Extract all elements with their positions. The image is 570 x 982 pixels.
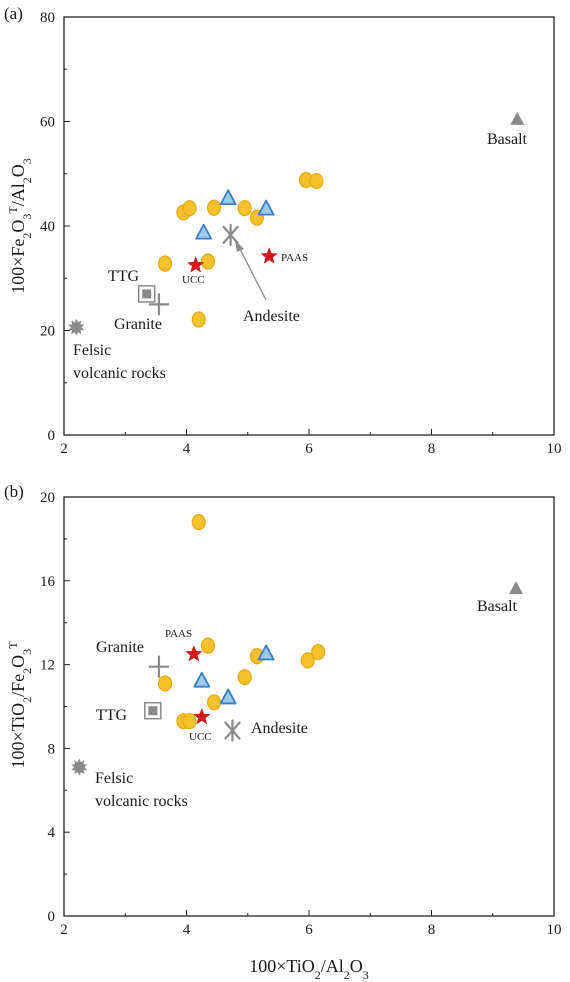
y-tick-label: 0 — [48, 909, 56, 925]
sample-triangle-point — [219, 189, 237, 206]
y-tick-label: 12 — [40, 658, 55, 674]
panel-a-y-axis-title: 100×Fe2O3T/Al2O3 — [6, 158, 34, 294]
panel-b-ttg-label: TTG — [96, 707, 128, 724]
sample-circle-point — [182, 713, 197, 730]
paas-star-marker — [185, 645, 203, 662]
x-tick-label: 10 — [547, 441, 562, 457]
sample-circle-point — [309, 172, 324, 190]
ucc-star-marker — [187, 256, 205, 273]
x-tick-label: 8 — [428, 922, 436, 938]
y-tick-label: 20 — [40, 324, 55, 340]
sample-circle-point — [237, 200, 252, 217]
sample-circle-point — [200, 253, 216, 270]
granite-plus-marker — [148, 293, 169, 316]
sample-circle-point — [206, 199, 222, 216]
panel-b-plot-frame — [63, 496, 555, 917]
y-tick-label: 40 — [40, 219, 55, 235]
x-tick-label: 10 — [547, 922, 562, 938]
paas-star-marker — [260, 247, 278, 264]
panel-b-felsic-label-line2: volcanic rocks — [95, 793, 188, 810]
felsic-burst-marker — [68, 318, 85, 336]
sample-triangle-point — [193, 671, 211, 688]
y-tick-label: 4 — [48, 825, 56, 841]
panel-a-data-points — [68, 111, 525, 336]
panel-a-felsic-label-line1: Felsic — [73, 342, 111, 359]
panel-a-ucc-label: UCC — [182, 274, 205, 286]
y-tick-label: 16 — [40, 574, 56, 590]
basalt-triangle-marker — [509, 581, 524, 595]
panel-a-basalt-label: Basalt — [487, 131, 528, 148]
panel-b: (b) 2 4 6 8 10 0 4 8 12 16 20 100×TiO2/Fe2O3T 100×… — [4, 482, 562, 982]
felsic-burst-marker — [71, 758, 88, 776]
panel-b-felsic-label-line1: Felsic — [95, 770, 133, 787]
panel-b-ucc-label: UCC — [189, 731, 212, 743]
sample-circle-point — [300, 652, 315, 669]
panel-a: (a) 2 4 6 8 10 0 20 40 60 80 100×Fe2O3T/Al2O3 Bas… — [4, 4, 562, 457]
x-tick-label: 2 — [60, 922, 68, 938]
panel-a-ttg-label: TTG — [108, 268, 140, 285]
panel-a-felsic-label-line2: volcanic rocks — [73, 365, 166, 382]
ucc-star-marker — [193, 707, 211, 725]
panel-a-andesite-arrow — [239, 248, 267, 301]
sample-circle-point — [206, 694, 222, 711]
y-tick-label: 60 — [40, 115, 55, 131]
ttg-square-inner-marker — [148, 706, 158, 716]
panel-b-andesite-label: Andesite — [251, 720, 308, 737]
panel-b-ticks — [63, 496, 555, 917]
sample-circle-point — [182, 200, 197, 217]
sample-circle-point — [237, 669, 252, 686]
panel-a-paas-label: PAAS — [281, 252, 308, 264]
basalt-triangle-marker — [510, 111, 525, 125]
panel-b-paas-label: PAAS — [165, 628, 192, 640]
panel-b-x-axis-title: 100×TiO2/Al2O3 — [249, 956, 369, 982]
sample-circle-point — [191, 311, 206, 328]
sample-circle-point — [311, 643, 326, 661]
panel-a-ticks — [63, 16, 555, 436]
sample-circle-point — [157, 675, 173, 692]
panel-b-data-points — [71, 514, 524, 776]
x-tick-label: 4 — [183, 441, 191, 457]
panel-a-granite-label: Granite — [114, 316, 162, 333]
panel-a-label: (a) — [4, 4, 23, 23]
x-tick-label: 6 — [305, 441, 313, 457]
x-tick-label: 4 — [183, 922, 191, 938]
x-tick-label: 8 — [428, 441, 436, 457]
panel-a-tick-labels: 2 4 6 8 10 0 20 40 60 80 — [40, 10, 562, 457]
sample-triangle-point — [219, 688, 237, 705]
panel-b-y-axis-title: 100×TiO2/Fe2O3T — [6, 641, 34, 769]
panel-a-andesite-label: Andesite — [243, 308, 300, 325]
y-tick-label: 80 — [40, 10, 55, 26]
sample-circle-point — [191, 514, 206, 531]
andesite-asterisk-marker — [224, 719, 241, 742]
sample-circle-point — [157, 255, 173, 272]
panel-b-label: (b) — [4, 482, 24, 501]
ttg-square-inner-marker — [142, 289, 152, 299]
sample-triangle-point — [257, 644, 275, 661]
y-tick-label: 8 — [48, 741, 56, 757]
y-tick-label: 0 — [48, 428, 56, 444]
x-tick-label: 6 — [305, 922, 313, 938]
panel-b-granite-label: Granite — [96, 639, 144, 656]
panel-b-basalt-label: Basalt — [477, 598, 518, 615]
granite-plus-marker — [148, 655, 169, 678]
x-tick-label: 2 — [60, 441, 68, 457]
sample-triangle-point — [195, 223, 213, 240]
andesite-asterisk-marker — [222, 223, 239, 246]
panel-a-andesite-arrowhead — [235, 240, 244, 252]
sample-circle-point — [200, 637, 216, 654]
panel-b-tick-labels: 2 4 6 8 10 0 4 8 12 16 20 — [40, 490, 562, 938]
sample-triangle-point — [257, 199, 275, 216]
y-tick-label: 20 — [40, 490, 55, 506]
